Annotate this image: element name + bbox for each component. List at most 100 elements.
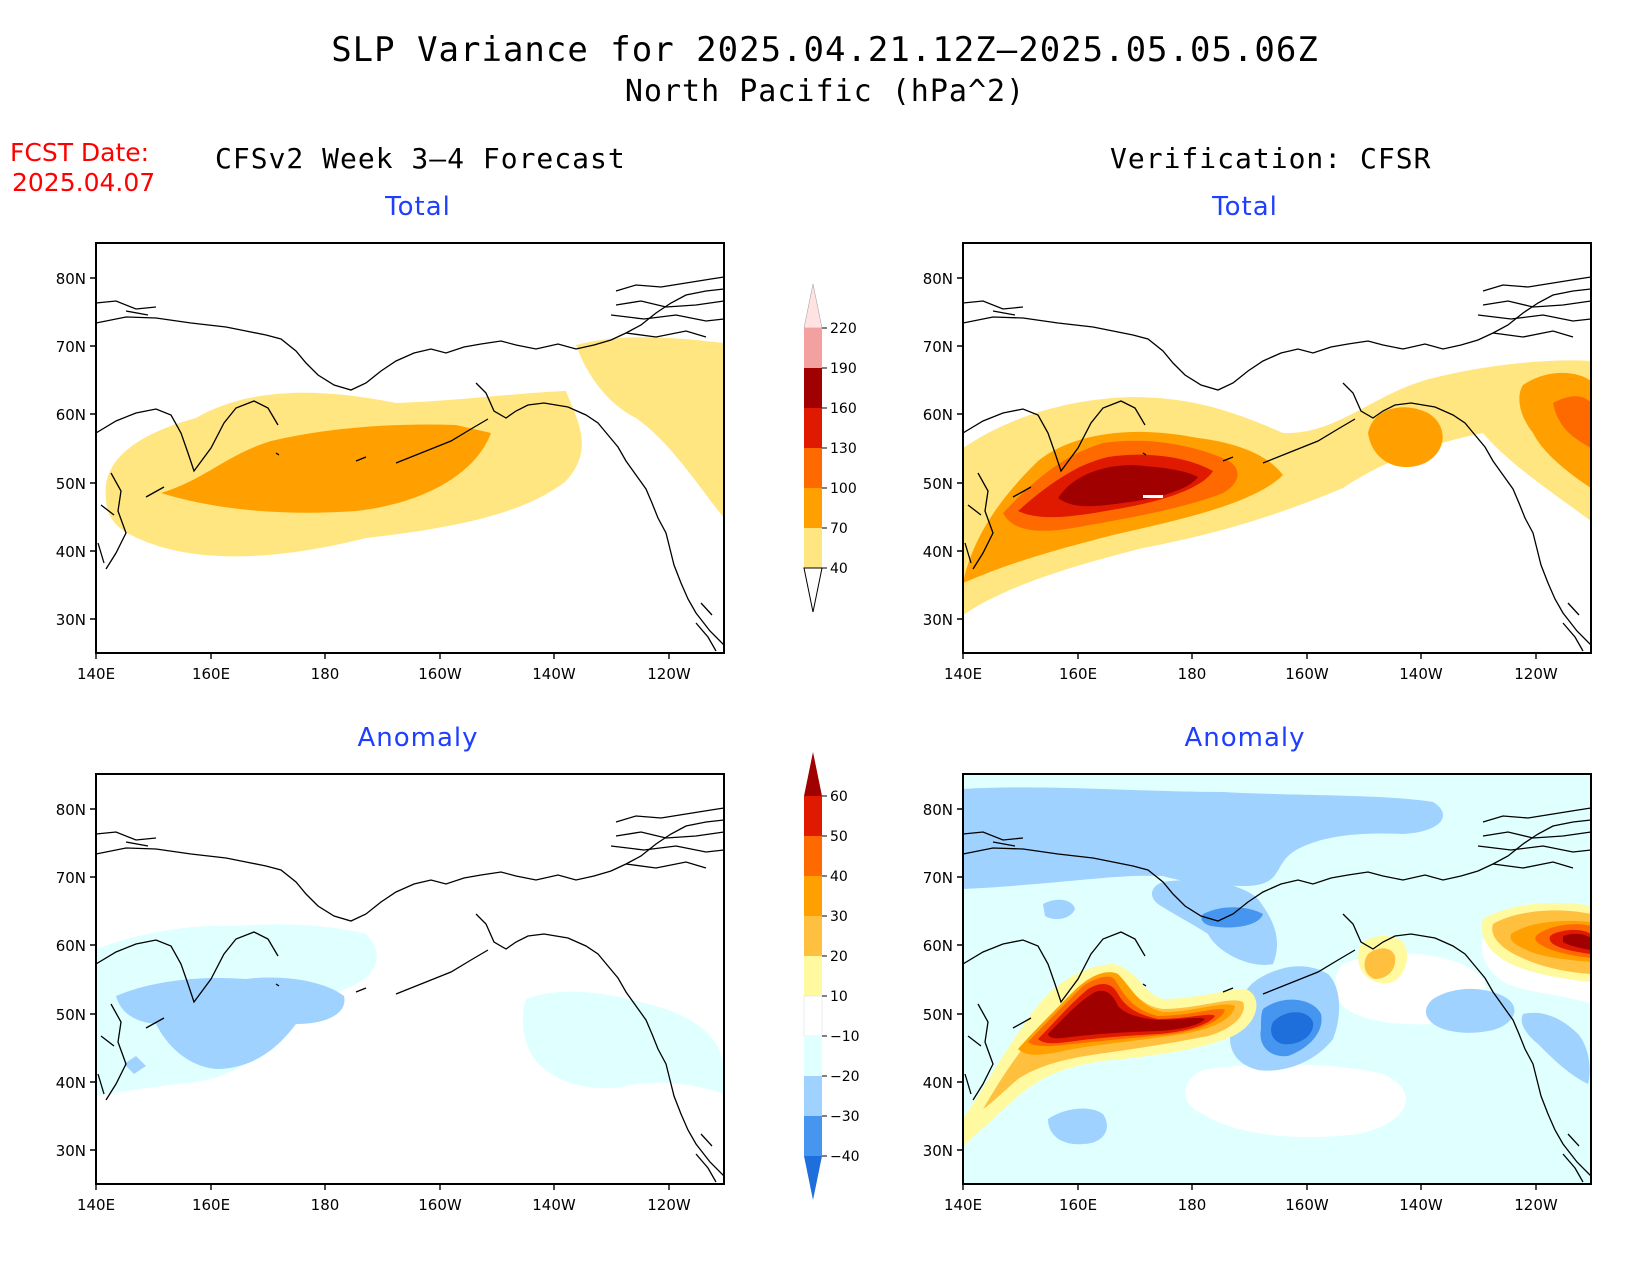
colorbar-extension bbox=[804, 1156, 822, 1200]
lat-tick-label: 60N bbox=[56, 406, 86, 424]
verification-total-map: 80N 70N 60N 50N 40N 30N 140E 160E 180 160W 140W 120… bbox=[923, 242, 1592, 683]
colorbar-label: 190 bbox=[830, 361, 857, 377]
lat-tick-label: 70N bbox=[56, 869, 86, 887]
lon-tick-label: 160W bbox=[1285, 665, 1329, 683]
lat-tick-label: 40N bbox=[56, 543, 86, 561]
colorbar-label: −20 bbox=[830, 1069, 860, 1085]
lon-tick-label: 160W bbox=[418, 665, 462, 683]
contour-band bbox=[522, 991, 724, 1094]
fcst-date-label: FCST Date: bbox=[10, 138, 150, 167]
colorbar-swatch bbox=[804, 1036, 822, 1076]
colorbar-extension bbox=[803, 567, 823, 613]
lon-tick-label: 140W bbox=[532, 665, 576, 683]
lat-tick-label: 40N bbox=[923, 543, 953, 561]
colorbar-label: 160 bbox=[830, 401, 857, 417]
fcst-date-value: 2025.04.07 bbox=[12, 168, 156, 197]
anomaly-colorbar: 60 50 40 30 20 10 −10 −20 −30 −40 bbox=[803, 752, 860, 1200]
lon-tick-label: 140E bbox=[944, 1196, 982, 1214]
lat-tick-label: 40N bbox=[56, 1074, 86, 1092]
colorbar-label: 220 bbox=[830, 321, 857, 337]
contour-band bbox=[1043, 899, 1075, 920]
colorbar-swatch bbox=[804, 528, 822, 568]
lat-tick-label: 50N bbox=[56, 475, 86, 493]
lat-tick-label: 60N bbox=[56, 937, 86, 955]
colorbar-swatch bbox=[804, 328, 822, 368]
lon-tick-label: 160W bbox=[418, 1196, 462, 1214]
lat-tick-label: 30N bbox=[923, 1142, 953, 1160]
lon-tick-label: 160E bbox=[1059, 665, 1097, 683]
contour-band bbox=[116, 977, 345, 1069]
lat-tick-label: 60N bbox=[923, 937, 953, 955]
lat-tick-label: 30N bbox=[56, 611, 86, 629]
contour-band bbox=[124, 1056, 146, 1074]
contour-fills bbox=[96, 924, 724, 1096]
colorbar-label: −30 bbox=[830, 1109, 860, 1125]
lon-tick-label: 180 bbox=[1178, 665, 1207, 683]
lon-tick-label: 140E bbox=[77, 1196, 115, 1214]
colorbar-label: −10 bbox=[830, 1029, 860, 1045]
lon-tick-label: 140W bbox=[1399, 665, 1443, 683]
lat-tick-label: 70N bbox=[923, 338, 953, 356]
colorbar-swatch bbox=[804, 368, 822, 408]
forecast-anomaly-map: 80N 70N 60N 50N 40N 30N 140E 160E 180 160W 140W 120… bbox=[56, 773, 725, 1214]
colorbar-label: 20 bbox=[830, 949, 848, 965]
contour-band bbox=[576, 337, 724, 518]
forecast-total-map: 80N 70N 60N 50N 40N 30N 140E 160E 180 160W 140W 120… bbox=[56, 242, 725, 683]
colorbar-extension bbox=[804, 752, 822, 796]
lon-tick-label: 140E bbox=[77, 665, 115, 683]
lat-tick-label: 80N bbox=[56, 270, 86, 288]
lat-tick-label: 70N bbox=[923, 869, 953, 887]
colorbars: 220 190 160 130 100 70 40 60 50 40 30 20 10 −10 −20 −30… bbox=[803, 283, 860, 1200]
colorbar-swatch bbox=[804, 1116, 822, 1156]
contour-fills bbox=[105, 337, 724, 557]
contour-fills bbox=[963, 774, 1591, 1184]
lat-tick-label: 80N bbox=[923, 270, 953, 288]
verification-anomaly-map: 80N 70N 60N 50N 40N 30N 140E 160E 180 160W 140W 120… bbox=[923, 773, 1592, 1214]
forecast-column-title: CFSv2 Week 3–4 Forecast bbox=[215, 142, 626, 175]
lon-tick-label: 160E bbox=[192, 665, 230, 683]
contour-band bbox=[1368, 407, 1443, 468]
colorbar-label: 60 bbox=[830, 789, 848, 805]
contour-band bbox=[1201, 907, 1263, 928]
contour-band bbox=[161, 424, 491, 513]
colorbar-extension bbox=[803, 283, 823, 329]
colorbar-label: 30 bbox=[830, 909, 848, 925]
total-colorbar: 220 190 160 130 100 70 40 bbox=[803, 283, 857, 613]
contour-band bbox=[1048, 990, 1205, 1039]
colorbar-label: 50 bbox=[830, 829, 848, 845]
lat-tick-label: 50N bbox=[56, 1006, 86, 1024]
map-panels: 80N 70N 60N 50N 40N 30N 140E 160E 180 160W 140W 120… bbox=[56, 242, 1592, 1214]
lon-tick-label: 140W bbox=[532, 1196, 576, 1214]
colorbar-swatch bbox=[803, 995, 823, 1037]
colorbar-label: 70 bbox=[830, 521, 848, 537]
lon-tick-label: 120W bbox=[1514, 1196, 1558, 1214]
chart-title-line2: North Pacific (hPa^2) bbox=[624, 74, 1026, 109]
lon-tick-label: 120W bbox=[647, 1196, 691, 1214]
lon-tick-label: 180 bbox=[1178, 1196, 1207, 1214]
colorbar-swatch bbox=[804, 448, 822, 488]
contour-band bbox=[1058, 465, 1198, 507]
colorbar-label: 130 bbox=[830, 441, 857, 457]
lon-tick-label: 160E bbox=[192, 1196, 230, 1214]
contour-fills bbox=[963, 360, 1591, 615]
colorbar-swatch bbox=[804, 876, 822, 916]
lon-tick-label: 140E bbox=[944, 665, 982, 683]
panel-subtitle-verification-anomaly: Anomaly bbox=[1184, 723, 1306, 753]
colorbar-swatch bbox=[804, 408, 822, 448]
contour-band bbox=[1553, 396, 1591, 448]
lat-tick-label: 50N bbox=[923, 475, 953, 493]
lon-tick-label: 120W bbox=[647, 665, 691, 683]
lon-tick-label: 160E bbox=[1059, 1196, 1097, 1214]
contour-band bbox=[1364, 948, 1396, 979]
lon-tick-label: 120W bbox=[1514, 665, 1558, 683]
panel-subtitle-forecast-anomaly: Anomaly bbox=[357, 723, 479, 753]
lon-tick-label: 160W bbox=[1285, 1196, 1329, 1214]
panel-subtitle-verification-total: Total bbox=[1212, 192, 1278, 222]
colorbar-label: −40 bbox=[830, 1149, 860, 1165]
colorbar-swatch bbox=[804, 796, 822, 836]
lon-tick-label: 180 bbox=[311, 1196, 340, 1214]
contour-band bbox=[1425, 988, 1515, 1033]
lon-tick-label: 180 bbox=[311, 665, 340, 683]
lat-tick-label: 50N bbox=[923, 1006, 953, 1024]
